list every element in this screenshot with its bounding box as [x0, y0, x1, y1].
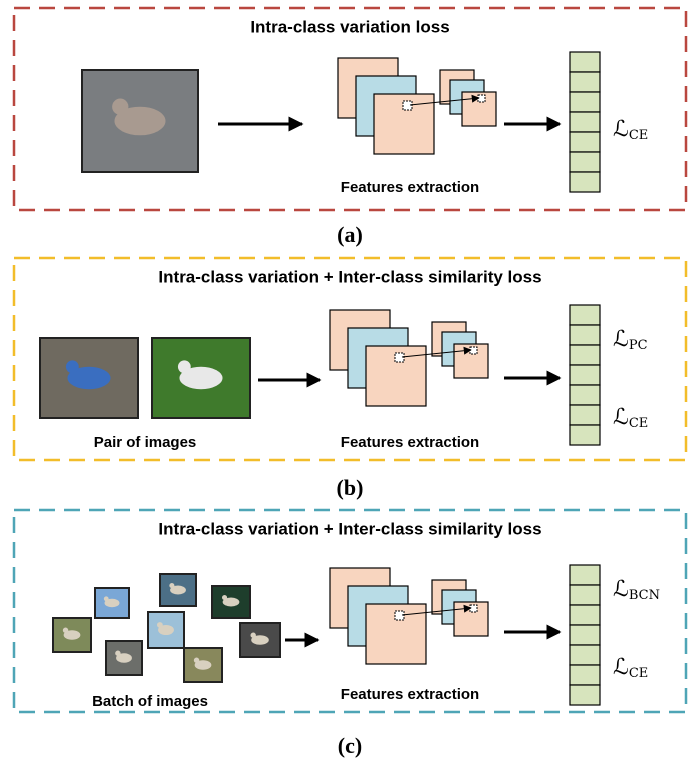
projection — [401, 346, 472, 358]
input-label: Batch of images — [92, 693, 208, 710]
vector-cell — [569, 91, 601, 113]
loss-subscript: CE — [629, 416, 648, 431]
loss-subscript: BCN — [629, 588, 660, 603]
loss-symbol: ℒ — [613, 327, 629, 352]
loss-label: ℒCE — [613, 405, 648, 431]
bird-head — [103, 596, 109, 602]
vector-cell — [569, 171, 601, 193]
vector-cell — [569, 71, 601, 93]
loss-symbol: ℒ — [613, 655, 629, 680]
loss-label: ℒBCN — [613, 577, 660, 603]
panel-border — [12, 256, 688, 462]
loss-symbol: ℒ — [613, 117, 629, 142]
bird — [114, 106, 166, 136]
vector-cell — [569, 424, 601, 446]
bird-head — [169, 582, 175, 589]
receptive-field — [394, 352, 405, 363]
bird — [67, 366, 111, 390]
caption: (c) — [338, 733, 362, 758]
bird — [116, 653, 132, 663]
vector-cell — [569, 584, 601, 606]
receptive-field — [477, 94, 486, 103]
bird-head — [112, 98, 129, 115]
vector-cell — [569, 111, 601, 133]
bird — [63, 630, 81, 640]
bird — [194, 660, 212, 670]
loss-subscript: CE — [629, 666, 648, 681]
panel-border — [12, 508, 688, 714]
panel-title: Intra-class variation + Inter-class simi… — [158, 519, 541, 538]
vector-cell — [569, 364, 601, 386]
bird-head — [65, 360, 79, 374]
image-frame — [159, 573, 197, 607]
bird-head — [221, 594, 228, 601]
vector-cell — [569, 624, 601, 646]
bird-head — [193, 657, 200, 663]
vector-cell — [569, 324, 601, 346]
bird — [222, 597, 240, 607]
projection — [401, 604, 472, 616]
vector-cell — [569, 644, 601, 666]
bird — [251, 635, 269, 645]
loss-label: ℒPC — [613, 327, 648, 353]
caption: (b) — [337, 475, 364, 500]
features-label: Features extraction — [341, 686, 479, 703]
bird — [170, 585, 186, 595]
loss-symbol: ℒ — [613, 405, 629, 430]
vector-cell — [569, 131, 601, 153]
receptive-field — [469, 604, 478, 613]
vector-cell — [569, 384, 601, 406]
features-label: Features extraction — [341, 179, 479, 196]
vector-cell — [569, 664, 601, 686]
loss-label: ℒCE — [613, 655, 648, 681]
loss-label: ℒCE — [613, 117, 648, 143]
features-label: Features extraction — [341, 434, 479, 451]
bird-head — [115, 650, 121, 656]
receptive-field — [402, 100, 413, 111]
vector-cell — [569, 684, 601, 706]
vector-cell — [569, 344, 601, 366]
loss-subscript: CE — [629, 128, 648, 143]
receptive-field — [469, 346, 478, 355]
panel-title: Intra-class variation loss — [250, 17, 449, 36]
bird — [104, 598, 120, 608]
bird — [179, 366, 223, 390]
vector-cell — [569, 51, 601, 73]
loss-subscript: PC — [629, 338, 648, 353]
panel-title: Intra-class variation + Inter-class simi… — [158, 267, 541, 286]
bird-head — [250, 632, 256, 638]
vector-cell — [569, 151, 601, 173]
vector-cell — [569, 304, 601, 326]
bird-head — [157, 622, 163, 628]
bird-head — [62, 627, 69, 633]
loss-symbol: ℒ — [613, 577, 629, 602]
vector-cell — [569, 404, 601, 426]
input-label: Pair of images — [94, 434, 197, 451]
caption: (a) — [337, 222, 363, 247]
bird-head — [177, 360, 191, 374]
vector-cell — [569, 604, 601, 626]
vector-cell — [569, 564, 601, 586]
projection — [409, 94, 480, 106]
panel-border — [12, 6, 688, 212]
bird — [158, 624, 174, 636]
receptive-field — [394, 610, 405, 621]
